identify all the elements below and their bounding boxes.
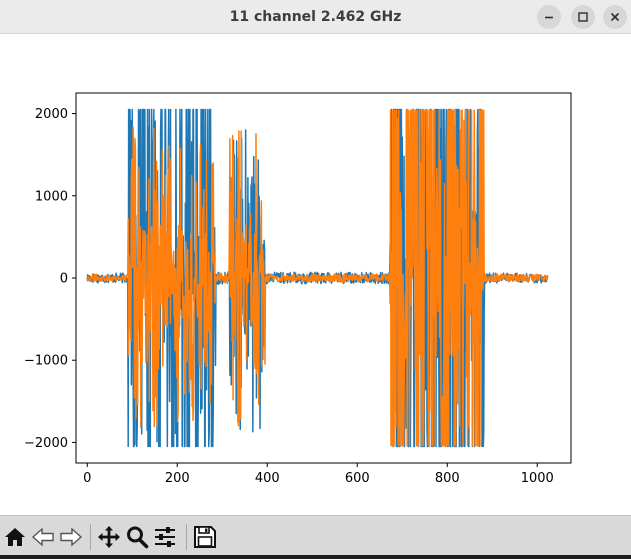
window-title: 11 channel 2.462 GHz — [229, 9, 402, 25]
y-tick-label: 1000 — [35, 189, 68, 204]
navigation-toolbar — [0, 515, 631, 559]
sliders-icon — [155, 527, 175, 547]
minimize-button[interactable] — [537, 5, 561, 29]
x-tick-label: 200 — [165, 471, 190, 486]
maximize-button[interactable] — [571, 5, 595, 29]
series-layer — [86, 108, 549, 448]
move-icon — [98, 526, 120, 548]
maximize-icon — [578, 12, 588, 22]
y-tick-label: −2000 — [24, 436, 68, 451]
series-line-2 — [86, 109, 549, 447]
pan-button[interactable] — [96, 524, 122, 550]
line-chart: 0 200 400 600 800 1000 −2000 −1000 0 1000 2000 — [24, 92, 572, 486]
x-tick-label: 1000 — [521, 471, 554, 486]
magnifier-icon — [127, 526, 149, 549]
close-icon — [610, 12, 620, 22]
minimize-icon — [545, 16, 553, 19]
save-button[interactable] — [192, 524, 218, 550]
toolbar-separator — [90, 524, 91, 550]
x-tick-label: 600 — [345, 471, 370, 486]
home-button[interactable] — [2, 524, 28, 550]
y-tick-label: −1000 — [24, 354, 68, 369]
forward-button[interactable] — [58, 524, 84, 550]
y-tick-label: 2000 — [35, 107, 68, 122]
close-button[interactable] — [603, 5, 627, 29]
figure-canvas[interactable]: 0 200 400 600 800 1000 −2000 −1000 0 1000 2000 — [0, 34, 631, 515]
home-icon — [5, 528, 25, 546]
x-tick-label: 400 — [255, 471, 280, 486]
configure-subplots-button[interactable] — [152, 524, 178, 550]
ticks-layer: 0 200 400 600 800 1000 −2000 −1000 0 1000 2000 — [24, 107, 554, 486]
forward-arrow-icon — [60, 527, 83, 547]
title-bar[interactable]: 11 channel 2.462 GHz — [0, 0, 631, 34]
zoom-button[interactable] — [124, 524, 150, 550]
toolbar-separator — [186, 524, 187, 550]
back-arrow-icon — [31, 527, 54, 547]
y-tick-label: 0 — [60, 272, 68, 287]
window-bottom-edge — [0, 555, 631, 559]
x-tick-label: 0 — [83, 471, 91, 486]
floppy-disk-icon — [194, 526, 216, 548]
x-tick-label: 800 — [435, 471, 460, 486]
back-button[interactable] — [30, 524, 56, 550]
